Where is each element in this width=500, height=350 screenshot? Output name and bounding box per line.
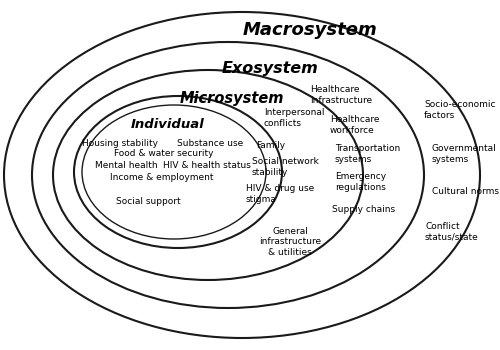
Text: Social network
stability: Social network stability — [252, 157, 319, 177]
Text: Interpersonal
conflicts: Interpersonal conflicts — [264, 108, 324, 128]
Text: Transportation
systems: Transportation systems — [335, 144, 400, 164]
Text: Conflict
status/state: Conflict status/state — [425, 222, 479, 242]
Text: Macrosystem: Macrosystem — [242, 21, 378, 39]
Text: Mental health: Mental health — [94, 161, 158, 170]
Text: HIV & drug use
stigma: HIV & drug use stigma — [246, 184, 314, 204]
Text: General
infrastructure
& utilities: General infrastructure & utilities — [259, 227, 321, 257]
Text: Food & water security: Food & water security — [114, 149, 214, 159]
Text: Healthcare
infrastructure: Healthcare infrastructure — [310, 85, 372, 105]
Text: Social support: Social support — [116, 196, 180, 205]
Text: Healthcare
workforce: Healthcare workforce — [330, 115, 380, 135]
Text: Microsystem: Microsystem — [180, 91, 284, 105]
Text: Exosystem: Exosystem — [222, 61, 318, 76]
Text: Income & employment: Income & employment — [110, 174, 214, 182]
Text: Housing stability: Housing stability — [82, 139, 158, 147]
Text: Supply chains: Supply chains — [332, 205, 395, 215]
Text: Emergency
regulations: Emergency regulations — [335, 172, 386, 192]
Text: Cultural norms: Cultural norms — [432, 188, 499, 196]
Text: Governmental
systems: Governmental systems — [432, 144, 497, 164]
Text: Socio-economic
factors: Socio-economic factors — [424, 100, 496, 120]
Text: Substance use: Substance use — [177, 139, 243, 147]
Text: HIV & health status: HIV & health status — [163, 161, 251, 170]
Text: Family: Family — [256, 140, 285, 149]
Text: Individual: Individual — [131, 119, 205, 132]
